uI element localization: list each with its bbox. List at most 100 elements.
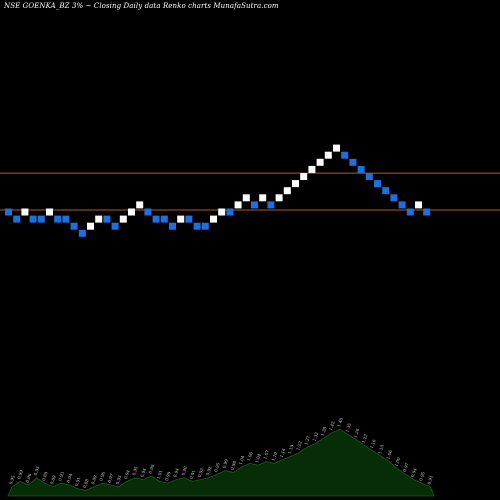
renko-brick-up — [259, 194, 267, 202]
renko-brick-down — [382, 187, 390, 195]
volume-label: 0.89 — [41, 471, 49, 482]
renko-brick-down — [374, 180, 381, 188]
renko-brick-up — [128, 208, 135, 216]
volume-label: 0.95 — [418, 471, 426, 482]
renko-brick-down — [357, 165, 365, 173]
renko-brick-up — [218, 208, 226, 216]
volume-area — [7, 428, 435, 497]
renko-brick-down — [111, 222, 119, 230]
volume-label: 0.95 — [131, 465, 139, 476]
volume-label: 0.97 — [107, 473, 115, 484]
renko-brick-up — [177, 215, 185, 223]
volume-label: 0.94 — [139, 467, 147, 478]
renko-brick-down — [160, 215, 168, 223]
volume-label: 1.40 — [336, 417, 344, 428]
renko-brick-up — [136, 201, 144, 209]
volume-label: 1.00 — [394, 456, 402, 467]
renko-brick-down — [406, 208, 414, 216]
volume-label: 0.94 — [66, 473, 74, 484]
volume-label: 1.27 — [303, 435, 311, 446]
renko-brick-down — [152, 215, 160, 223]
volume-label: 1.06 — [385, 449, 393, 460]
renko-brick-down — [423, 208, 431, 216]
volume-label: 0.99 — [164, 471, 172, 482]
renko-brick-down — [193, 222, 201, 230]
renko-brick-up — [324, 151, 332, 159]
renko-brick-down — [54, 215, 62, 223]
renko-brick-down — [144, 208, 152, 216]
volume-label: 0.93 — [197, 467, 205, 478]
renko-brick-up — [292, 180, 299, 188]
renko-brick-up — [46, 208, 53, 216]
renko-brick-up — [333, 144, 340, 152]
renko-brick-down — [226, 208, 234, 216]
volume-label: 0.95 — [8, 474, 16, 485]
renko-brick-down — [29, 215, 37, 223]
renko-brick-down — [70, 222, 78, 230]
volume-labels: 0.950.99 0.960.930.89 0.89 0.93 0.94 0.91 0.88… — [8, 417, 434, 489]
volume-label: 0.98 — [148, 464, 156, 475]
volume-label: 0.88 — [82, 478, 90, 489]
horizontal-lines — [0, 172, 500, 211]
volume-label: 0.97 — [402, 462, 410, 473]
volume-label: 1.07 — [262, 449, 270, 460]
renko-brick-up — [316, 158, 324, 166]
volume-label: 1.42 — [328, 420, 336, 431]
renko-brick-down — [103, 215, 111, 223]
volume-label: 1.01 — [156, 469, 164, 480]
volume-label: 0.89 — [90, 474, 98, 485]
volume-label: 1.19 — [287, 444, 295, 455]
renko-brick-up — [95, 215, 103, 223]
volume-label: 0.93 — [57, 471, 65, 482]
volume-label: 1.10 — [271, 451, 279, 462]
volume-label: 0.90 — [180, 465, 188, 476]
volume-label: 0.91 — [74, 476, 82, 487]
volume-label: 1.38 — [320, 426, 328, 437]
volume-label: 1.04 — [238, 455, 246, 466]
renko-brick-down — [37, 215, 45, 223]
renko-brick-down — [5, 208, 12, 216]
renko-brick-down — [13, 215, 21, 223]
renko-brick-up — [234, 201, 242, 209]
renko-brick-down — [62, 215, 70, 223]
volume-label: 1.32 — [312, 431, 320, 442]
volume-label: 0.94 — [123, 469, 131, 480]
volume-label: 0.96 — [98, 471, 106, 482]
volume-label: 1.35 — [344, 422, 352, 433]
renko-brick-down — [201, 222, 209, 230]
renko-brick-down — [185, 215, 193, 223]
volume-label: 1.10 — [377, 444, 385, 455]
renko-brick-up — [87, 222, 94, 230]
volume-label: 0.94 — [410, 467, 418, 478]
renko-brick-up — [21, 208, 29, 216]
volume-label: 0.91 — [189, 469, 197, 480]
renko-brick-down — [349, 158, 357, 166]
volume-label: 1.22 — [361, 433, 369, 444]
volume-label: 0.91 — [426, 474, 434, 485]
renko-brick-down — [169, 222, 176, 230]
volume-label: 0.93 — [115, 474, 123, 485]
volume-label: 1.28 — [353, 428, 361, 439]
renko-brick-down — [390, 194, 398, 202]
renko-brick-down — [78, 229, 86, 237]
volume-label: 0.92 — [205, 465, 213, 476]
volume-label: 0.96 — [25, 473, 33, 484]
renko-bricks — [5, 144, 431, 237]
renko-brick-down — [398, 201, 406, 209]
renko-brick-up — [300, 173, 308, 180]
renko-brick-down — [251, 201, 258, 209]
renko-brick-up — [415, 201, 422, 209]
volume-label: 1.16 — [369, 438, 377, 449]
volume-label: 1.22 — [295, 440, 303, 451]
renko-brick-down — [267, 201, 275, 209]
renko-brick-up — [119, 215, 127, 223]
volume-label: 0.98 — [230, 460, 238, 471]
renko-brick-up — [275, 194, 283, 202]
volume-label: 0.93 — [33, 465, 41, 476]
volume-label: 1.04 — [254, 453, 262, 464]
renko-brick-down — [341, 151, 349, 159]
renko-brick-up — [283, 187, 291, 195]
volume-label: 0.99 — [221, 458, 229, 469]
volume-label: 0.95 — [213, 462, 221, 473]
